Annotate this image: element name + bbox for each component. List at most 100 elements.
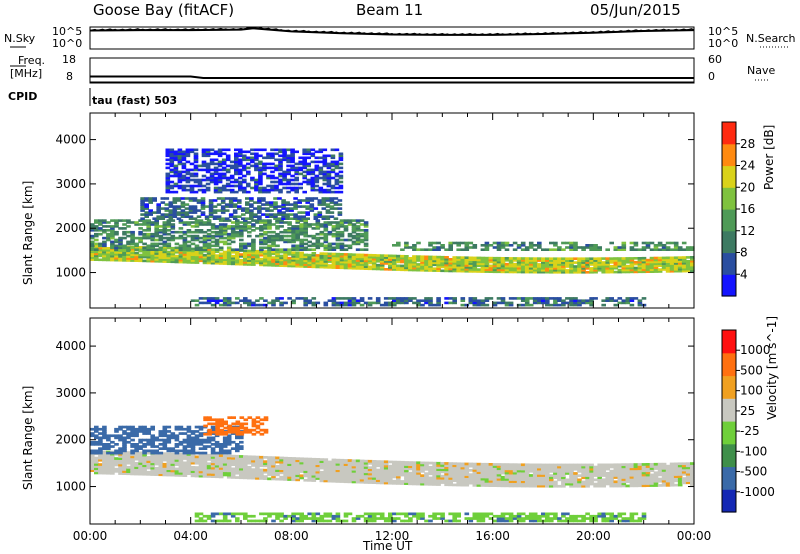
power-cell xyxy=(158,260,164,263)
power-cell xyxy=(287,229,292,232)
power-cell xyxy=(216,217,222,220)
power-cell xyxy=(314,150,320,154)
velocity-cell xyxy=(299,463,304,467)
power-cell xyxy=(90,225,95,228)
velocity-cell xyxy=(210,456,216,459)
velocity-cell xyxy=(625,480,631,483)
power-cell xyxy=(375,301,381,305)
power-cell xyxy=(178,253,184,256)
power-cell xyxy=(375,258,381,261)
power-cell xyxy=(681,269,687,273)
velocity-cell xyxy=(158,438,164,442)
power-cell xyxy=(282,156,287,160)
power-cell xyxy=(197,184,203,188)
velocity-cell xyxy=(118,449,123,453)
velocity-cell xyxy=(500,482,506,485)
velocity-cell xyxy=(98,440,103,444)
velocity-cell xyxy=(581,482,586,486)
power-cell xyxy=(359,265,365,268)
velocity-cell xyxy=(194,466,200,469)
power-cell xyxy=(633,262,639,266)
power-cell xyxy=(202,242,208,246)
velocity-cell xyxy=(198,466,204,469)
velocity-cell xyxy=(174,445,180,448)
velocity-cell xyxy=(488,469,494,473)
power-cell xyxy=(130,259,135,262)
power-cell xyxy=(239,242,244,246)
power-cell xyxy=(182,242,188,246)
power-cell xyxy=(416,248,421,251)
velocity-cell xyxy=(549,470,554,473)
power-cell xyxy=(267,301,272,305)
velocity-cell xyxy=(408,461,413,464)
velocity-cell xyxy=(492,475,498,479)
power-cell xyxy=(247,227,252,230)
velocity-cell xyxy=(621,465,627,469)
power-cell xyxy=(198,221,204,224)
power-cell xyxy=(331,297,337,300)
power-cell xyxy=(593,259,598,262)
velocity-cell xyxy=(343,471,349,475)
velocity-cell xyxy=(681,468,687,472)
power-cell xyxy=(186,244,192,248)
velocity-cell xyxy=(472,481,478,485)
power-cell xyxy=(480,248,486,251)
power-cell xyxy=(492,264,498,268)
power-cell xyxy=(444,256,449,259)
power-cell xyxy=(226,262,232,266)
power-cell xyxy=(228,203,234,206)
power-cell xyxy=(188,207,194,210)
power-cell xyxy=(182,223,188,226)
power-cell xyxy=(106,249,111,252)
power-cell xyxy=(185,148,191,152)
power-cell xyxy=(274,168,279,172)
power-cell xyxy=(528,263,534,266)
power-cell xyxy=(261,213,266,216)
power-cell xyxy=(290,182,295,186)
power-cell xyxy=(319,244,325,248)
velocity-cell xyxy=(146,456,151,459)
power-cell xyxy=(234,178,239,182)
power-cell xyxy=(337,207,343,210)
velocity-cell xyxy=(553,474,558,477)
power-cell xyxy=(208,207,214,210)
power-cell xyxy=(168,211,174,214)
power-cell xyxy=(440,263,445,267)
power-cell xyxy=(557,299,562,302)
power-cell xyxy=(557,265,562,268)
power-cell xyxy=(213,176,219,180)
power-cell xyxy=(589,303,594,307)
velocity-cell xyxy=(255,470,260,474)
velocity-cell xyxy=(118,465,123,469)
velocity-cell xyxy=(665,466,671,470)
power-cell xyxy=(110,229,115,232)
velocity-cell xyxy=(202,468,208,472)
power-cell xyxy=(283,262,288,266)
power-cell xyxy=(242,154,247,158)
power-cell xyxy=(181,162,187,166)
velocity-cell xyxy=(122,468,127,471)
velocity-cell xyxy=(577,480,582,484)
power-cell xyxy=(267,256,272,259)
velocity-cell xyxy=(162,440,168,444)
power-cell xyxy=(690,265,695,269)
power-cell xyxy=(110,252,115,256)
velocity-cell xyxy=(106,457,111,460)
power-cell xyxy=(290,186,295,190)
power-cell xyxy=(255,299,260,302)
power-cell xyxy=(388,262,393,265)
power-cell xyxy=(160,213,166,216)
velocity-cell xyxy=(524,478,530,481)
velocity-cell xyxy=(412,469,417,473)
power-cell xyxy=(629,264,635,268)
power-cell xyxy=(379,303,385,307)
velocity-cell xyxy=(375,462,381,465)
power-cell xyxy=(432,248,437,251)
power-cell xyxy=(641,246,647,249)
velocity-cell xyxy=(367,462,373,465)
power-cell xyxy=(148,211,153,214)
velocity-cell xyxy=(243,476,248,480)
power-cell xyxy=(326,182,332,186)
power-cell xyxy=(484,266,490,270)
power-cell xyxy=(263,240,268,244)
